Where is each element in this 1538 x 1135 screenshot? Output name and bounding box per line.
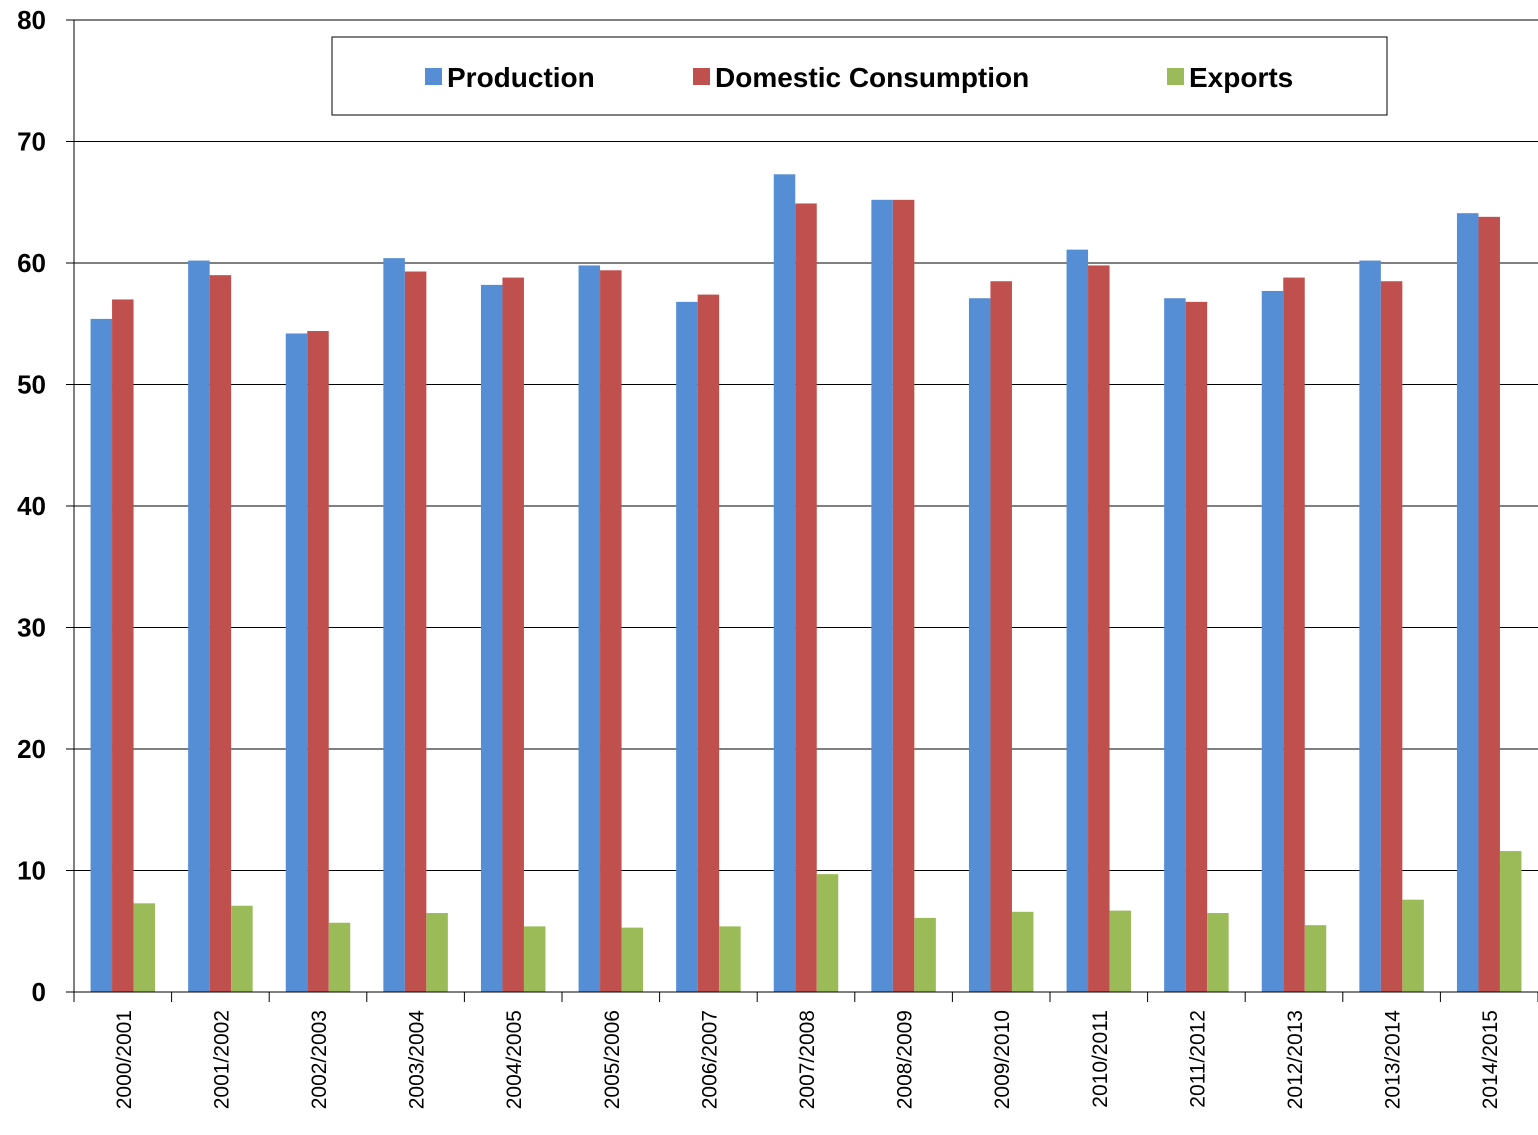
y-tick-label: 30	[17, 613, 46, 643]
bar-production	[1359, 260, 1381, 992]
bar-exports	[1207, 913, 1229, 992]
bar-domestic-consumption	[990, 281, 1012, 993]
bar-production	[1066, 249, 1089, 992]
y-tick-label: 60	[17, 248, 46, 278]
legend-label: Domestic Consumption	[715, 62, 1029, 93]
bar-exports	[719, 926, 741, 992]
bar-domestic-consumption	[1380, 281, 1403, 993]
bar-domestic-consumption	[404, 271, 427, 992]
x-tick-label: 2004/2005	[503, 1010, 526, 1109]
y-axis-tick-labels: 0 10 20 30 40 50 60 70 80	[17, 5, 46, 1007]
bar-production	[1456, 213, 1479, 992]
bar-exports	[621, 927, 644, 992]
y-tick-label: 20	[17, 734, 46, 764]
bar-domestic-consumption	[697, 294, 720, 993]
bar-domestic-consumption	[209, 275, 232, 992]
y-tick-label: 10	[17, 856, 46, 886]
legend-swatch	[425, 68, 442, 85]
bar-production	[188, 260, 210, 992]
x-tick-label: 2003/2004	[406, 1010, 429, 1110]
bar-domestic-consumption	[795, 203, 817, 993]
y-tick-label: 70	[17, 127, 46, 157]
bar-exports	[1304, 925, 1327, 992]
bar-domestic-consumption	[307, 331, 329, 992]
y-tick-label: 40	[17, 491, 46, 521]
bars	[90, 174, 1522, 993]
legend-label: Production	[447, 62, 595, 93]
bar-exports	[816, 874, 839, 992]
bar-production	[578, 265, 601, 992]
axes	[66, 19, 1538, 1002]
bar-domestic-consumption	[112, 299, 134, 992]
x-tick-label: 2001/2002	[210, 1010, 233, 1109]
bar-production	[285, 333, 308, 993]
x-tick-label: 2008/2009	[894, 1010, 917, 1109]
bar-domestic-consumption	[1185, 301, 1208, 992]
bar-exports	[914, 917, 936, 992]
x-tick-label: 2011/2012	[1186, 1010, 1209, 1108]
bar-production	[1164, 298, 1186, 992]
bar-production	[480, 284, 503, 992]
legend-box	[331, 36, 1388, 116]
bar-production	[773, 174, 796, 992]
bar-exports	[328, 922, 351, 992]
bar-exports	[523, 926, 546, 992]
x-tick-label: 2013/2014	[1382, 1010, 1405, 1110]
x-tick-label: 2007/2008	[796, 1010, 819, 1109]
y-tick-label: 50	[17, 370, 46, 400]
x-tick-label: 2012/2013	[1284, 1010, 1307, 1109]
bar-domestic-consumption	[1283, 277, 1305, 993]
x-tick-label: 2014/2015	[1479, 1010, 1502, 1109]
legend-label: Exports	[1189, 62, 1293, 93]
bar-exports	[1402, 899, 1424, 992]
bar-production	[968, 298, 991, 992]
bar-production	[1261, 290, 1284, 992]
bar-exports	[1499, 851, 1522, 992]
bar-domestic-consumption	[1478, 216, 1500, 992]
x-tick-label: 2006/2007	[698, 1010, 721, 1109]
bar-exports	[426, 913, 448, 992]
bar-domestic-consumption	[502, 277, 524, 993]
x-tick-label: 2000/2001	[113, 1010, 136, 1109]
bar-domestic-consumption	[1088, 265, 1110, 992]
x-tick-label: 2010/2011	[1089, 1010, 1112, 1108]
bar-exports	[133, 903, 156, 992]
bar-production	[871, 199, 893, 992]
bar-production	[676, 301, 698, 992]
x-axis-tick-labels: 2000/2001 2001/2002 2002/2003 2003/2004 2004…	[113, 1010, 1502, 1110]
x-tick-label: 2009/2010	[991, 1010, 1014, 1109]
x-tick-label: 2005/2006	[601, 1010, 624, 1109]
bar-production	[383, 258, 405, 992]
bar-exports	[231, 905, 253, 992]
bar-production	[90, 318, 113, 992]
legend-swatch	[693, 68, 710, 85]
y-tick-label: 0	[32, 977, 46, 1007]
legend-swatch	[1167, 68, 1184, 85]
bar-exports	[1011, 911, 1034, 992]
bar-exports	[1109, 910, 1132, 992]
y-tick-label: 80	[17, 5, 46, 35]
bar-domestic-consumption	[892, 199, 915, 992]
bar-domestic-consumption	[600, 270, 622, 992]
legend: Production Domestic Consumption Exports	[331, 36, 1388, 116]
x-tick-label: 2002/2003	[308, 1010, 331, 1109]
